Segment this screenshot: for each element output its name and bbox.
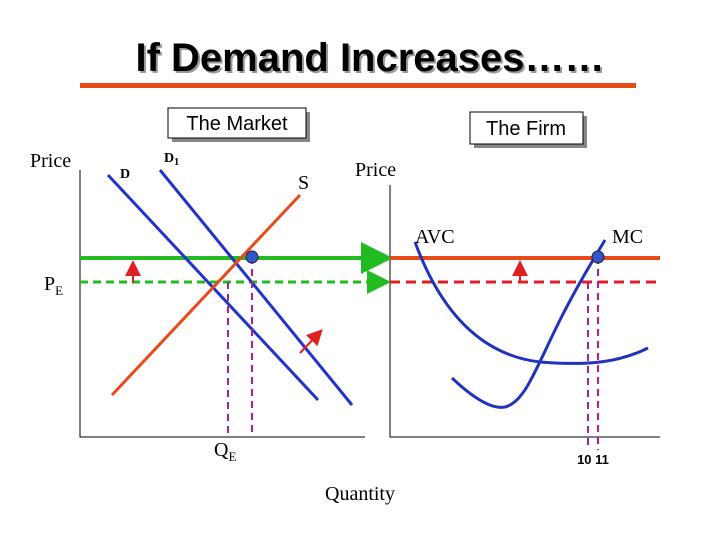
firm-heading: The Firm [486, 118, 566, 140]
market-heading: The Market [186, 113, 288, 135]
qe-label: QE [214, 439, 236, 464]
title: If Demand Increases…… [135, 36, 604, 80]
mc-curve [450, 239, 607, 409]
market-price-label: Price [30, 150, 71, 172]
supply-label: S [298, 172, 309, 194]
equilibrium-dot [245, 250, 259, 264]
demand-label: D [120, 167, 130, 182]
shift-arrow [299, 329, 323, 354]
firm-price-label: Price [355, 159, 396, 181]
firm-quantities: 10 11 [577, 452, 609, 467]
market-axes [79, 170, 365, 438]
supply-line [110, 193, 302, 397]
new-demand-label: D1 [164, 151, 179, 168]
firm-axes [389, 185, 660, 438]
mc-label: MC [612, 226, 643, 248]
heading-box [167, 107, 307, 139]
title-underline [80, 83, 636, 88]
avc-label: AVC [415, 226, 455, 248]
title-shadow: If Demand Increases…… [137, 38, 606, 82]
heading-box [469, 111, 584, 145]
firm-dot [591, 250, 605, 264]
pe-label: PE [44, 273, 63, 298]
avc-curve [413, 241, 649, 365]
x-axis-label: Quantity [325, 483, 395, 505]
new-demand-line [158, 169, 354, 406]
